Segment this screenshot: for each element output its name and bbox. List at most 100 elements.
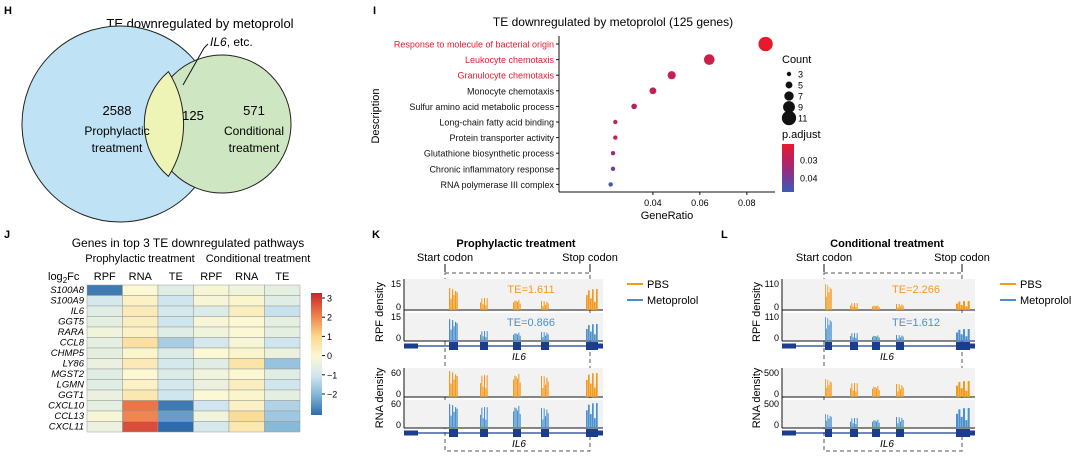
heatmap-colorbar-tick-label: 1 <box>327 332 332 342</box>
gene-model-exon <box>480 342 488 350</box>
coverage-bar <box>481 331 483 341</box>
coverage-bar <box>592 324 594 341</box>
coverage-bar <box>453 411 455 428</box>
heatmap-cell <box>86 389 123 401</box>
panel-k: K Prophylactic treatment Start codon Stop c… <box>372 229 698 452</box>
coverage-bar <box>485 388 487 397</box>
venn-left-count: 2588 <box>103 103 132 118</box>
coverage-bar <box>546 377 548 397</box>
coverage-bar <box>825 317 826 341</box>
heatmap-cell <box>228 347 265 359</box>
dotplot-point <box>613 119 618 125</box>
heatmap-colorbar-tick-label: −1 <box>327 370 337 380</box>
coverage-bar <box>514 300 516 310</box>
coverage-bar <box>960 304 963 310</box>
panel-i-letter: I <box>373 5 376 17</box>
dotplot-title: TE downregulated by metoprolol (125 gene… <box>493 15 733 29</box>
heatmap-cell <box>264 337 301 349</box>
coverage-bar <box>960 334 963 341</box>
coverage-bar <box>480 414 482 428</box>
heatmap-cell <box>228 368 265 380</box>
dotplot-term-label: Glutathione biosynthetic process <box>424 149 555 159</box>
coverage-bar <box>873 420 875 428</box>
heatmap-cell <box>157 305 194 317</box>
heatmap-cell <box>264 316 301 328</box>
coverage-bar <box>902 419 904 428</box>
coverage-bar <box>958 329 961 341</box>
coverage-bar <box>827 379 829 397</box>
gene-model-exon <box>872 429 880 437</box>
coverage-bar <box>877 305 879 310</box>
coverage-bar <box>902 336 904 341</box>
heatmap-colorbar-tick-label: 0 <box>327 351 332 361</box>
legend-padj-title: p.adjust <box>782 129 821 141</box>
heatmap-cell <box>122 295 159 307</box>
coverage-bar <box>485 305 487 310</box>
coverage-bar <box>877 419 879 428</box>
coverage-bar <box>963 381 966 397</box>
coverage-bar <box>594 301 596 310</box>
coverage-bar <box>588 404 590 428</box>
coverage-bar <box>543 332 545 341</box>
coverage-bar <box>486 331 488 341</box>
coverage-bar <box>830 382 832 397</box>
coverage-bar <box>878 337 880 341</box>
coverage-bar <box>586 410 588 428</box>
coverage-bar <box>958 382 961 397</box>
coverage-bar <box>854 333 856 341</box>
gene-name-label: IL6 <box>880 439 894 450</box>
heatmap-cell <box>264 400 301 412</box>
heatmap-cell <box>122 316 159 328</box>
coverage-bar <box>546 301 548 310</box>
dotplot-term-label: Chronic inflammatory response <box>429 164 554 174</box>
coverage-bar <box>851 418 853 428</box>
coverage-bar <box>545 416 547 428</box>
coverage-bar <box>850 421 852 428</box>
dotplot-term-label: Leukocyte chemotaxis <box>465 55 555 65</box>
heatmap-row-label: IL6 <box>71 306 85 317</box>
coverage-bar <box>854 418 856 428</box>
coverage-bar <box>547 334 549 341</box>
coverage-bar <box>960 416 963 428</box>
coverage-bar <box>480 383 482 397</box>
coverage-bar <box>546 409 548 428</box>
coverage-bar <box>455 374 457 397</box>
dotplot-point <box>649 87 657 95</box>
dotplot-point <box>610 151 616 156</box>
legend-padj-ticks: 0.03 0.04 <box>794 156 818 184</box>
coverage-bar <box>449 288 451 310</box>
heatmap-cell <box>122 379 159 391</box>
venn-right-count: 571 <box>243 103 265 118</box>
legend-count-dot <box>783 101 795 113</box>
heatmap-cell <box>193 410 230 422</box>
coverage-bar <box>967 381 970 397</box>
coverage-bar <box>850 305 852 310</box>
heatmap-cell <box>193 347 230 359</box>
coverage-bar <box>854 303 856 310</box>
heatmap-cell <box>157 337 194 349</box>
heatmap-cell <box>86 379 123 391</box>
gene-model-utr <box>591 343 603 349</box>
cds-dashed-box <box>444 272 591 452</box>
coverage-bar <box>855 391 857 397</box>
legend-count-dot <box>784 91 794 101</box>
coverage-bar <box>827 285 829 310</box>
dotplot-term-label: Granulocyte chemotaxis <box>457 71 554 81</box>
coverage-bar <box>874 387 876 397</box>
heatmap-cell <box>228 379 265 391</box>
rna-pbs-ymax: 60 <box>391 368 401 378</box>
coverage-bar <box>596 289 598 310</box>
coverage-bar <box>517 334 519 341</box>
legend-count-title: Count <box>782 54 811 66</box>
coverage-bar <box>590 298 592 310</box>
gene-model-utr <box>404 430 418 436</box>
heatmap-cell <box>264 295 301 307</box>
cds-dashed-box <box>823 272 963 452</box>
coverage-bar <box>519 335 521 341</box>
coverage-bar <box>482 336 484 341</box>
coverage-bar <box>878 422 880 428</box>
stop-codon-label: Stop codon <box>934 252 990 264</box>
heatmap-row-label: GGT1 <box>58 390 84 401</box>
heatmap-row-header-sub: 2 <box>63 276 68 285</box>
rna-ylabel: RNA density <box>751 367 763 428</box>
